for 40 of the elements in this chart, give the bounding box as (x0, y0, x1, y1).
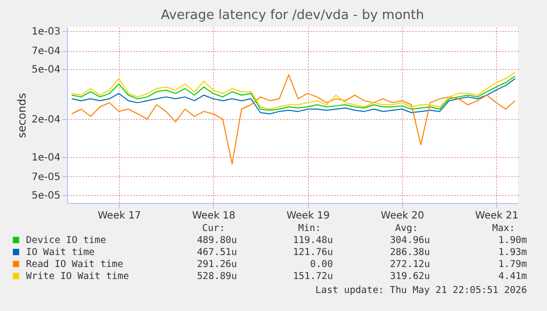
legend-label: Read IO Wait time (26, 259, 124, 270)
y-tick-label: 1e-04 (32, 152, 60, 164)
text: 119.48u (292, 235, 333, 246)
text: 489.80u (196, 235, 237, 246)
text: 1.79m (498, 259, 528, 270)
text: Last update: Thu May 21 22:05:51 2026 (315, 285, 528, 296)
legend-label: IO Wait time (26, 247, 95, 258)
x-tick-label: Week 19 (286, 210, 330, 222)
x-tick-label: Week 18 (192, 210, 236, 222)
text: 528.89u (196, 271, 237, 282)
y-tick-label: 5e-05 (32, 190, 60, 202)
text: Avg: (395, 223, 418, 234)
text: Cur: (202, 223, 225, 234)
y-tick-label: 7e-05 (32, 172, 60, 183)
text: 4.41m (498, 271, 528, 282)
y-axis-title: seconds (16, 92, 29, 138)
legend-label: Device IO time (26, 235, 106, 246)
text: 291.26u (196, 259, 237, 270)
text: 286.38u (390, 247, 430, 258)
text: 0.00 (310, 259, 334, 270)
chart-title: Average latency for /dev/vda - by month (160, 8, 424, 24)
text: 272.12u (390, 259, 430, 270)
text: 1.93m (498, 247, 528, 258)
text: 121.76u (292, 247, 333, 258)
legend-label: Write IO Wait time (26, 271, 130, 282)
x-tick-label: Week 21 (475, 210, 518, 222)
text: Max: (492, 223, 515, 234)
text: 151.72u (292, 271, 333, 282)
y-tick-label: 5e-04 (32, 64, 60, 76)
line-series (71, 74, 516, 164)
y-tick-label: 1e-03 (32, 26, 60, 38)
text: 1.90m (498, 235, 528, 246)
y-tick-label: 7e-04 (32, 46, 60, 58)
y-tick-label: 2e-04 (32, 114, 60, 126)
x-tick-label: Week 17 (98, 210, 142, 222)
text: 304.96u (390, 235, 430, 246)
x-tick-label: Week 20 (380, 210, 424, 222)
text: Min: (298, 223, 321, 234)
text: 319.62u (390, 271, 430, 282)
text: 467.51u (196, 247, 237, 258)
